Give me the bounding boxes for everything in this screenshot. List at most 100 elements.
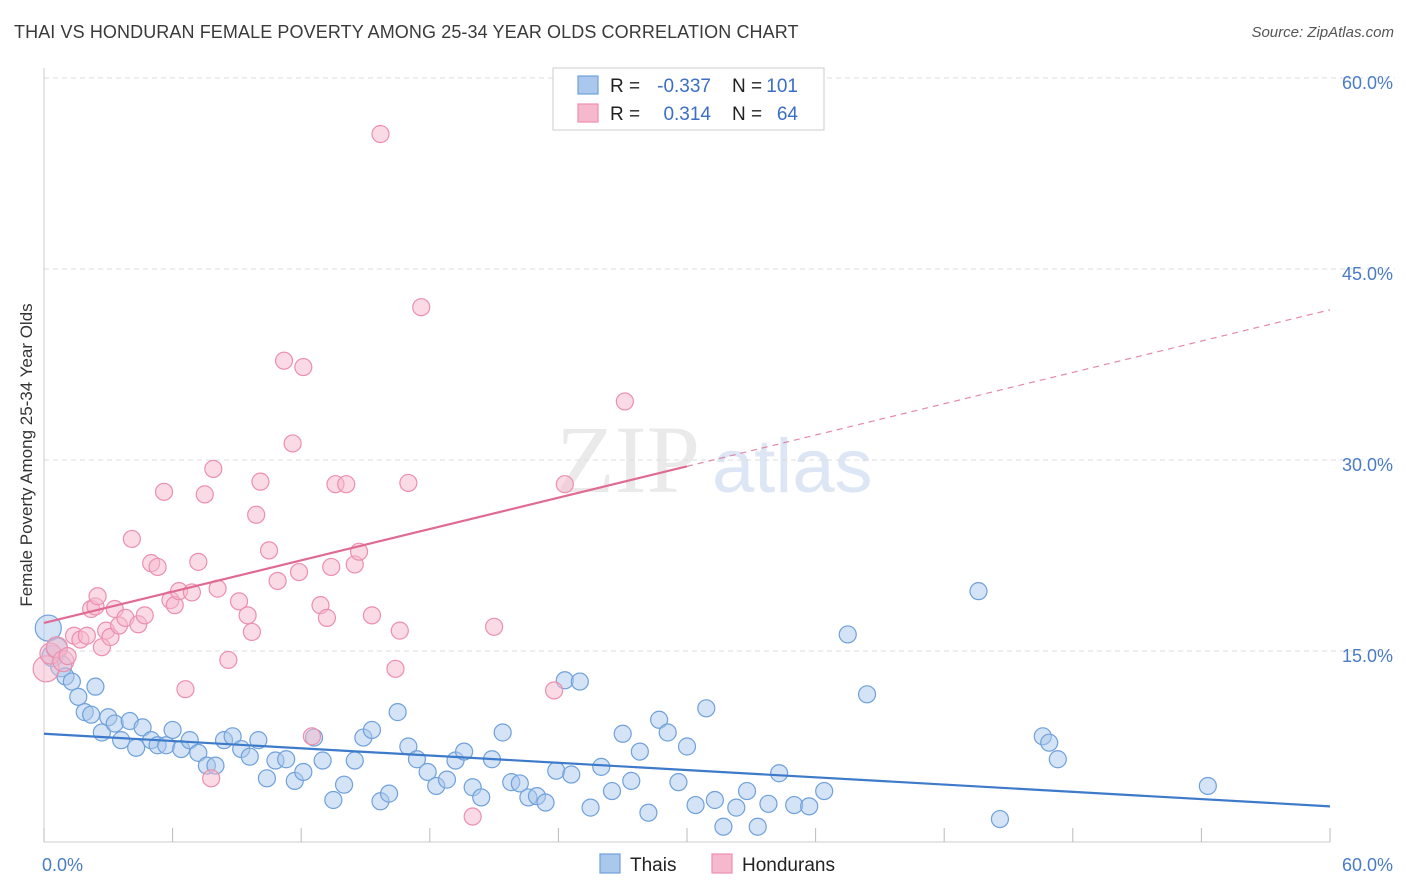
thai-point [86, 677, 105, 696]
thai-point [785, 795, 804, 815]
legend-n-label-hondurans: N = [732, 104, 762, 125]
trend-lines [43, 309, 1331, 808]
thai-point [163, 720, 182, 740]
thai-point [249, 731, 268, 750]
hondurans-point [289, 562, 309, 582]
hondurans-point [154, 482, 174, 501]
thai-point [472, 788, 491, 807]
thai-point [82, 705, 101, 724]
thai-point [257, 769, 277, 788]
x-tick-label-max: 60.0% [1342, 855, 1393, 875]
thai-point [705, 790, 724, 810]
axes [43, 68, 1331, 843]
thai-point [622, 771, 641, 790]
y-axis-label: Female Poverty Among 25-34 Year Olds [17, 303, 36, 606]
hondurans-point [399, 473, 418, 493]
hondurans-point [615, 392, 634, 411]
y-tick-labels: 15.0% 30.0% 45.0% 60.0% [1342, 73, 1393, 666]
hondurans-point [238, 606, 257, 625]
thai-point [990, 809, 1010, 829]
grid-lines [44, 77, 1395, 652]
chart-title: THAI VS HONDURAN FEMALE POVERTY AMONG 25… [14, 22, 799, 42]
thai-point [345, 751, 364, 770]
y-tick-label: 30.0% [1342, 455, 1393, 475]
thai-point [127, 738, 146, 757]
thai-point [602, 781, 622, 801]
thai-point [313, 751, 332, 770]
hondurans-point [219, 650, 238, 670]
hondurans-point [337, 475, 356, 494]
thai-point [570, 672, 589, 691]
thai-point [815, 781, 834, 801]
legend-n-value-thai: 101 [766, 76, 798, 97]
hondurans-point [251, 472, 270, 491]
hondurans-point [302, 727, 322, 746]
hondurans-point [189, 552, 208, 571]
legend-r-label-hondurans: R = [610, 104, 640, 125]
bottom-legend-swatch-thai [599, 853, 621, 874]
thai-point [240, 747, 259, 766]
hondurans-point [229, 592, 249, 611]
thai-point [1198, 776, 1217, 796]
thai-point [562, 765, 581, 784]
thai-point [334, 775, 354, 794]
thai-point [547, 761, 566, 780]
legend-r-label-thai: R = [610, 76, 640, 97]
thai-point [857, 685, 877, 704]
thai-point [748, 817, 767, 836]
x-tick-label-min: 0.0% [42, 855, 83, 875]
hondurans-point [88, 587, 107, 606]
hondurans-point [294, 357, 313, 377]
hondurans-point [77, 626, 96, 645]
hondurans-point [322, 557, 341, 577]
thai-point [630, 742, 649, 761]
thai-point [493, 723, 512, 742]
hondurans-point [148, 557, 167, 577]
hondurans-point [545, 681, 564, 700]
hondurans-point [242, 622, 262, 642]
watermark-atlas: atlas [712, 424, 873, 509]
thai-point [1040, 733, 1059, 752]
x-tick-labels: 0.0% 60.0% [42, 855, 1393, 875]
thai-point [639, 803, 658, 822]
hondurans-point [386, 659, 405, 678]
thai-point [770, 764, 789, 783]
thai-point [581, 798, 600, 817]
hondurans-point [135, 606, 154, 625]
thai-point [650, 710, 669, 729]
legend-n-label-thai: N = [732, 76, 762, 97]
thai-point [759, 794, 778, 813]
thai-point [1048, 750, 1067, 769]
thai-point [677, 737, 697, 756]
hondurans-point [371, 124, 390, 144]
bottom-legend-swatch-hondurans [711, 853, 733, 874]
correlation-legend: R = -0.337 N = 101 R = 0.314 N = 64 [552, 67, 825, 131]
hondurans-point [390, 621, 409, 640]
hondurans-point [485, 617, 504, 636]
legend-r-value-thai: -0.337 [657, 76, 711, 97]
thai-point [969, 582, 988, 601]
hondurans-point [204, 459, 223, 479]
hondurans-point [247, 505, 266, 524]
hondurans-point [268, 571, 287, 591]
thai-point [324, 790, 343, 810]
bottom-legend-label-thai: Thais [630, 855, 676, 876]
thai-point [592, 757, 611, 776]
thai-point [294, 762, 313, 782]
thai-point [686, 795, 705, 815]
thai-point [418, 762, 437, 782]
thai-point [613, 724, 632, 743]
hondurans-point [274, 351, 294, 370]
hondurans-point [283, 434, 302, 453]
thai-point [737, 781, 757, 801]
thai-point [727, 798, 746, 817]
thai-point [669, 773, 688, 792]
thai-point [277, 750, 296, 769]
thai-point [536, 793, 555, 812]
thai-point [133, 718, 152, 737]
thai-point [454, 742, 474, 761]
hondurans-trend-line [43, 465, 688, 625]
y-tick-label: 60.0% [1342, 73, 1393, 93]
hondurans-point [195, 485, 214, 504]
thai-point [838, 625, 857, 644]
